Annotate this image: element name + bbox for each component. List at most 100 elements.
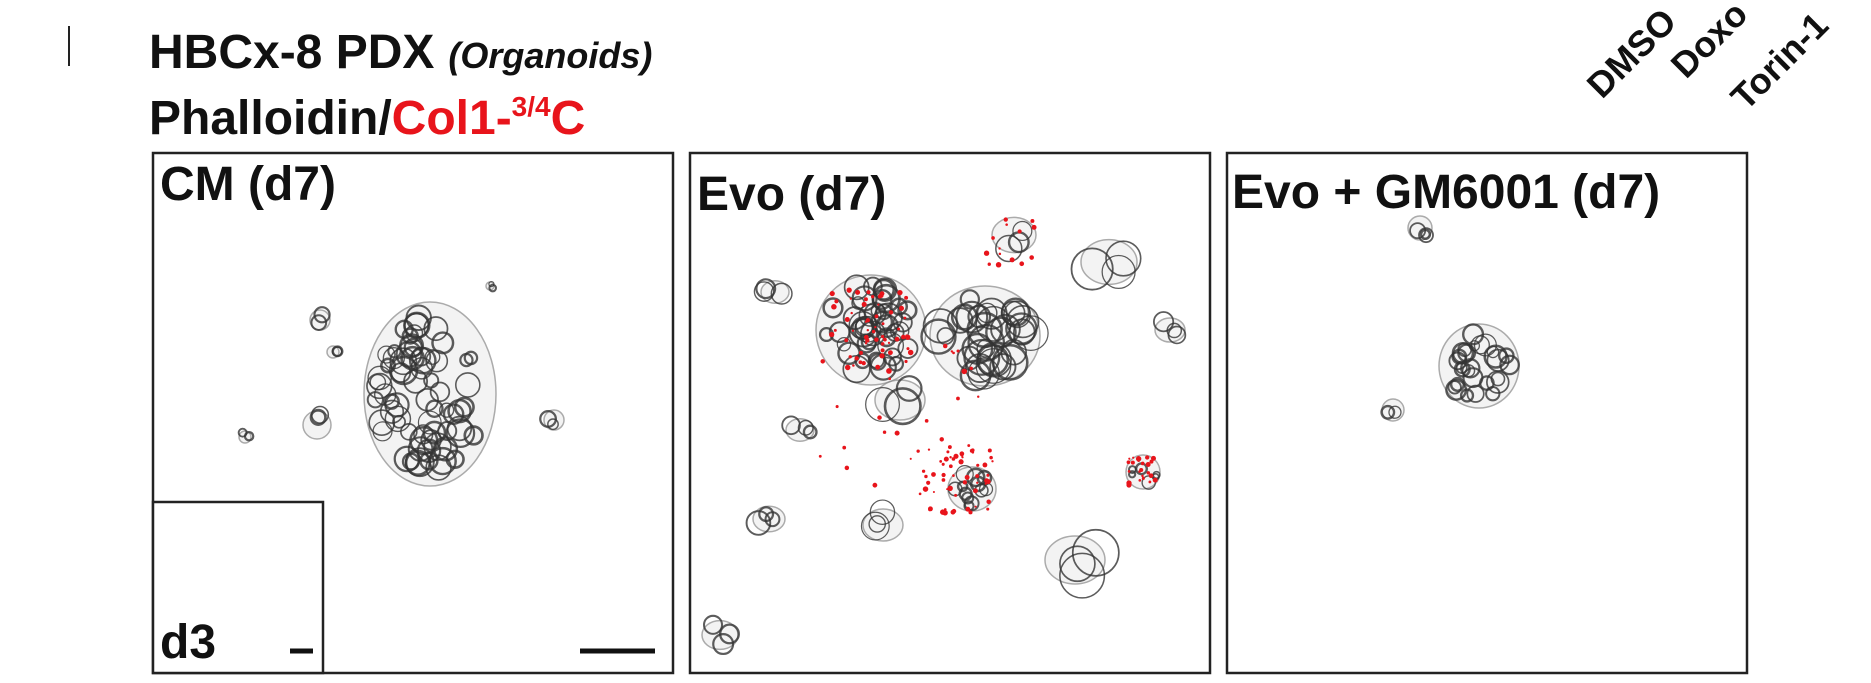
collagen-signal [941,472,946,478]
collagen-signal [866,290,871,295]
collagen-signal [888,377,892,381]
cell [1070,247,1114,291]
collagen-signal [850,311,853,315]
collagen-signal [952,474,955,477]
panel-frame [1225,151,1749,675]
collagen-signal [951,508,957,514]
collagen-signal [877,303,880,306]
cell [1127,470,1137,479]
cell [425,454,452,481]
collagen-signal [954,493,958,497]
collagen-signal [842,445,847,450]
panel-frame [688,151,1212,675]
cell [1388,405,1402,419]
collagen-signal [946,488,949,491]
cell [967,323,1006,362]
cell [1453,360,1471,378]
collagen-signal [855,289,861,295]
collagen-signal [887,341,891,345]
collagen-signal [943,456,949,462]
collagen-signal [870,295,875,299]
cell [405,304,432,331]
collagen-signal [835,405,839,409]
cell [1059,552,1106,599]
cell [431,331,455,355]
collagen-signal [972,488,978,494]
cell [394,319,414,339]
collagen-signal [831,304,837,310]
cell [989,353,1017,381]
collagen-signal [991,236,995,240]
collagen-signal [969,366,973,371]
collagen-signal [874,314,879,319]
collagen-signal [881,322,885,326]
cell [373,383,397,406]
collagen-signal [976,481,979,484]
cell [755,278,777,300]
collagen-signal [829,331,835,338]
collagen-signal [906,347,910,351]
collagen-signal [995,262,1002,268]
cell [425,399,444,418]
cell [843,274,870,301]
collagen-signal [946,450,950,454]
collagen-signal [1148,480,1152,484]
inset-frame [151,500,325,675]
cell [1380,404,1396,420]
cell [702,614,724,635]
collagen-signal [907,349,914,356]
cell [961,491,975,505]
collagen-signal [861,301,867,307]
collagen-signal [932,490,935,494]
collagen-signal [874,325,877,329]
collagen-signal [1127,470,1131,473]
collagen-signal [986,507,990,511]
cell [712,633,735,656]
cell [868,515,887,533]
stain-line: Phalloidin/Col1-3/4C [149,91,585,145]
cell [463,425,484,446]
cell [1418,227,1434,244]
collagen-signal [958,459,964,465]
collagen-signal [1150,455,1156,461]
collagen-signal [986,499,991,504]
collagen-signal [877,415,882,420]
cell [1166,322,1183,339]
collagen-signal [872,482,878,488]
cell [854,318,874,337]
collagen-signal [961,368,968,375]
collagen-signal [846,287,852,293]
cell [405,324,424,343]
stain-black: Phalloidin/ [149,92,392,145]
collagen-signal [865,338,870,343]
cell [897,300,918,321]
cell [1167,325,1187,345]
collagen-signal [1019,261,1025,267]
cell [400,422,418,441]
cell [770,282,793,305]
collagen-signal [1029,255,1034,260]
collagen-signal [962,480,968,485]
collagen-signal [875,364,881,370]
panel-frame [151,151,675,675]
cell [745,510,772,536]
collagen-signal [1030,218,1035,223]
collagen-signal [959,451,965,457]
collagen-signal [904,295,909,300]
panel-label: CM (d7) [160,158,336,211]
cell [1059,545,1096,583]
cell [382,346,405,370]
inset-label: d3 [160,616,216,669]
collagen-signal [1126,460,1131,465]
cell [888,355,905,372]
collagen-signal [878,293,884,298]
cell [869,499,896,525]
cell [976,338,996,358]
organoid-halo [1080,238,1138,286]
collagen-signal [851,329,855,332]
collagen-signal [882,430,887,434]
collagen-signal [939,459,943,463]
cell [389,347,418,376]
title: HBCx-8 PDX (Organoids) [149,26,652,79]
